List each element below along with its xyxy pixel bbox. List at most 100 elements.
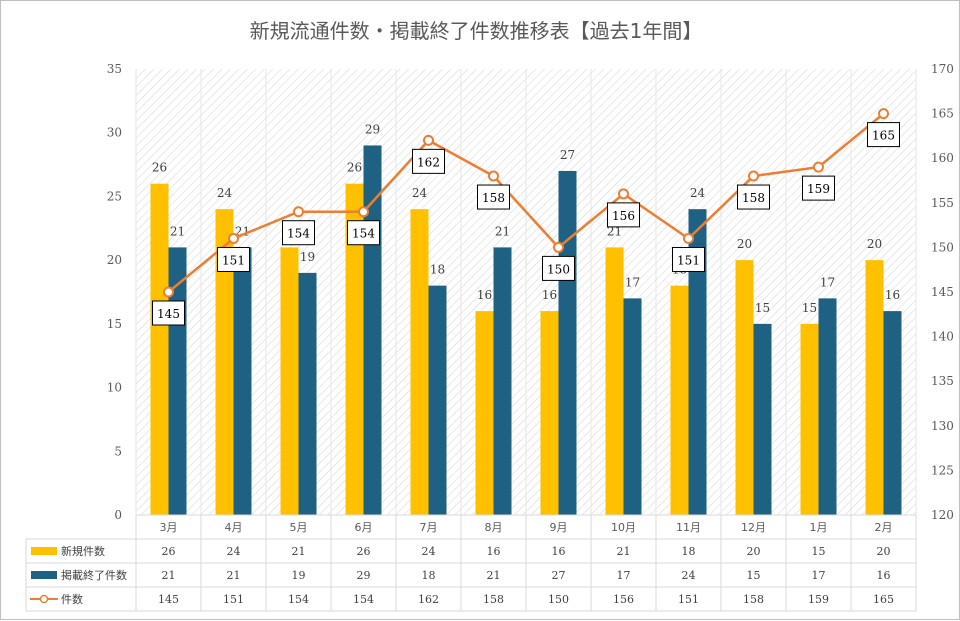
bar-new-listings[interactable] [345,183,364,515]
bar-new-data-label: 20 [737,237,752,251]
table-cell-value: 26 [357,545,371,558]
table-cell-value: 20 [747,545,761,558]
bar-new-listings[interactable] [410,209,429,515]
count-line-data-label: 165 [872,129,895,143]
count-line-data-label-box [347,220,380,246]
count-line-marker[interactable] [228,232,239,244]
count-line-data-label-box [412,148,445,174]
table-cell-value: 24 [227,545,241,558]
bar-new-listings[interactable] [670,285,689,515]
count-line-marker[interactable] [358,206,369,218]
bar-new-listings[interactable] [540,311,559,515]
table-cell-value: 17 [812,569,826,582]
bar-ended-listings[interactable] [623,298,642,515]
count-line-marker[interactable] [163,286,174,298]
x-axis-category-label: 4月 [225,521,243,534]
bar-ended-listings[interactable] [688,209,707,515]
x-axis-category-label: 5月 [290,521,308,534]
table-cell-value: 162 [418,593,439,606]
bar-new-listings[interactable] [150,183,169,515]
count-line-data-label: 154 [287,227,310,241]
count-line [167,112,885,293]
bar-new-listings[interactable] [475,311,494,515]
table-cell-value: 154 [288,593,309,606]
bar-ended-data-label: 21 [170,224,185,238]
y-right-tick-label: 170 [931,62,954,76]
table-cell-value: 15 [812,545,826,558]
y-left-tick-label: 20 [107,253,122,267]
bar-ended-data-label: 21 [235,224,250,238]
count-line-data-label: 151 [222,253,245,267]
count-line-marker[interactable] [878,108,889,120]
table-cell-value: 16 [877,569,891,582]
count-line-marker[interactable] [423,134,434,146]
bar-ended-listings[interactable] [818,298,837,515]
count-line-data-label: 162 [417,155,440,169]
count-line-data-label: 156 [612,209,635,223]
y-right-tick-label: 150 [931,240,954,254]
y-right-tick-label: 130 [931,419,954,433]
bar-ended-listings[interactable] [753,323,772,515]
table-cell-value: 16 [552,545,566,558]
count-line-data-label-box [607,202,640,228]
table-cell-value: 145 [158,593,179,606]
table-cell-value: 19 [292,569,306,582]
x-axis-category-label: 8月 [485,521,503,534]
table-cell-value: 150 [548,593,569,606]
legend-series-name: 新規件数 [61,544,105,558]
table-cell-value: 21 [227,569,241,582]
legend-key-bar [31,547,57,555]
bar-ended-listings[interactable] [493,247,512,515]
bar-ended-listings[interactable] [298,272,317,515]
bar-new-listings[interactable] [735,260,754,515]
x-axis-category-label: 11月 [676,521,701,534]
y-left-tick-label: 25 [107,189,122,203]
count-line-data-label: 154 [352,227,375,241]
y-right-tick-label: 155 [931,196,954,210]
count-line-marker[interactable] [748,170,759,182]
table-cell-value: 18 [422,569,436,582]
bar-new-listings[interactable] [280,247,299,515]
y-left-tick-label: 5 [114,444,122,458]
count-line-data-label-box [672,246,705,272]
x-axis-category-label: 12月 [741,521,766,534]
bar-ended-listings[interactable] [558,170,577,515]
count-line-marker[interactable] [618,188,629,200]
bar-new-listings[interactable] [215,209,234,515]
bar-new-data-label: 24 [412,186,428,200]
bar-new-listings[interactable] [800,323,819,515]
bar-ended-listings[interactable] [428,285,447,515]
bar-new-listings[interactable] [605,247,624,515]
count-line-marker[interactable] [683,232,694,244]
table-cell-value: 29 [357,569,371,582]
bar-ended-data-label: 16 [885,288,900,302]
count-line-data-label-box [477,184,510,210]
table-cell-value: 18 [682,545,696,558]
legend-key-bar [31,571,57,579]
count-line-marker[interactable] [293,206,304,218]
table-cell-value: 21 [292,545,306,558]
y-left-tick-label: 0 [114,508,122,522]
y-right-tick-label: 135 [931,374,954,388]
table-cell-value: 156 [613,593,634,606]
count-line-data-label-box [737,184,770,210]
bar-new-data-label: 15 [802,301,817,315]
bar-ended-listings[interactable] [233,247,252,515]
table-cell-value: 158 [743,593,764,606]
count-line-marker[interactable] [488,170,499,182]
bar-ended-data-label: 15 [755,301,770,315]
count-line-data-label-box [152,300,185,326]
count-line-data-label: 145 [157,307,180,321]
bar-new-listings[interactable] [865,260,884,515]
x-axis-category-label: 6月 [355,521,373,534]
count-line-data-label: 158 [742,191,765,205]
table-cell-value: 21 [617,545,631,558]
bar-ended-data-label: 21 [495,224,510,238]
bar-ended-listings[interactable] [883,311,902,515]
count-line-marker[interactable] [553,241,564,253]
bar-ended-data-label: 19 [300,250,315,264]
plot-area: 0 5 10 15 20 25 30 35 120 125 130 135 140 145 150 155 16… [107,62,954,522]
count-line-marker[interactable] [813,161,824,173]
